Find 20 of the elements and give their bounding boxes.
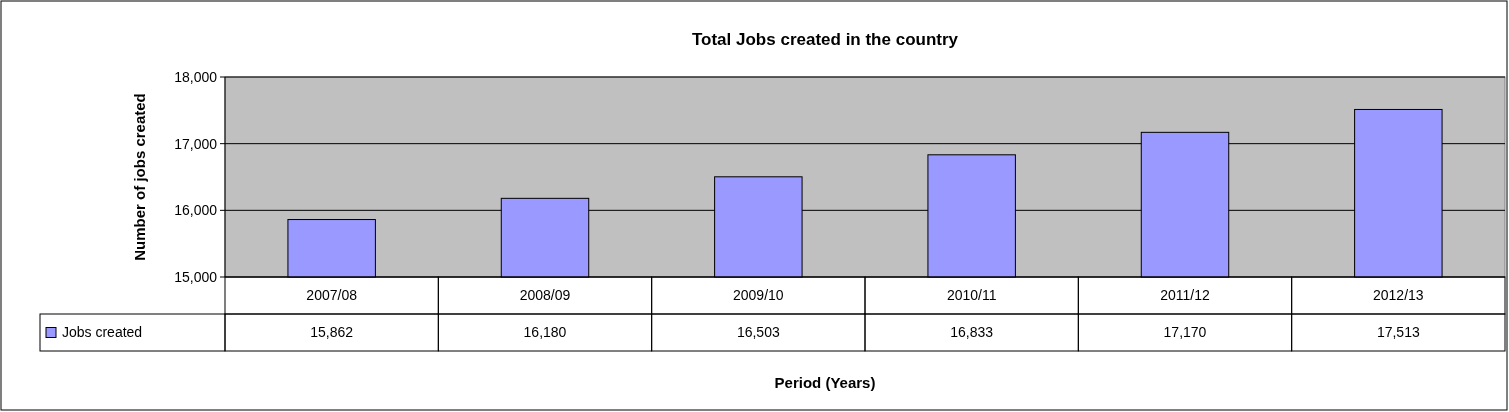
data-label: 17,513 xyxy=(1376,324,1420,341)
x-tick-label: 2011/12 xyxy=(1160,287,1210,304)
x-tick-label: 2012/13 xyxy=(1373,287,1424,304)
data-label: 15,862 xyxy=(310,324,354,341)
legend-label: Jobs created xyxy=(62,324,143,341)
x-tick-label: 2007/08 xyxy=(306,287,358,304)
data-label: 16,180 xyxy=(523,324,567,341)
data-label: 17,170 xyxy=(1163,324,1207,341)
y-tick-label: 16,000 xyxy=(174,202,218,219)
x-tick-label: 2010/11 xyxy=(946,287,997,304)
y-tick-label: 15,000 xyxy=(174,268,218,285)
y-tick-label: 17,000 xyxy=(174,135,218,152)
x-axis-title: Period (Years) xyxy=(774,374,876,391)
chart-title: Total Jobs created in the country xyxy=(691,30,959,49)
y-tick-label: 18,000 xyxy=(174,68,218,85)
y-axis-title: Number of jobs created xyxy=(131,93,149,261)
data-label: 16,833 xyxy=(950,324,994,341)
x-tick-label: 2008/09 xyxy=(519,287,571,304)
data-label: 16,503 xyxy=(736,324,780,341)
x-tick-label: 2009/10 xyxy=(733,287,784,304)
